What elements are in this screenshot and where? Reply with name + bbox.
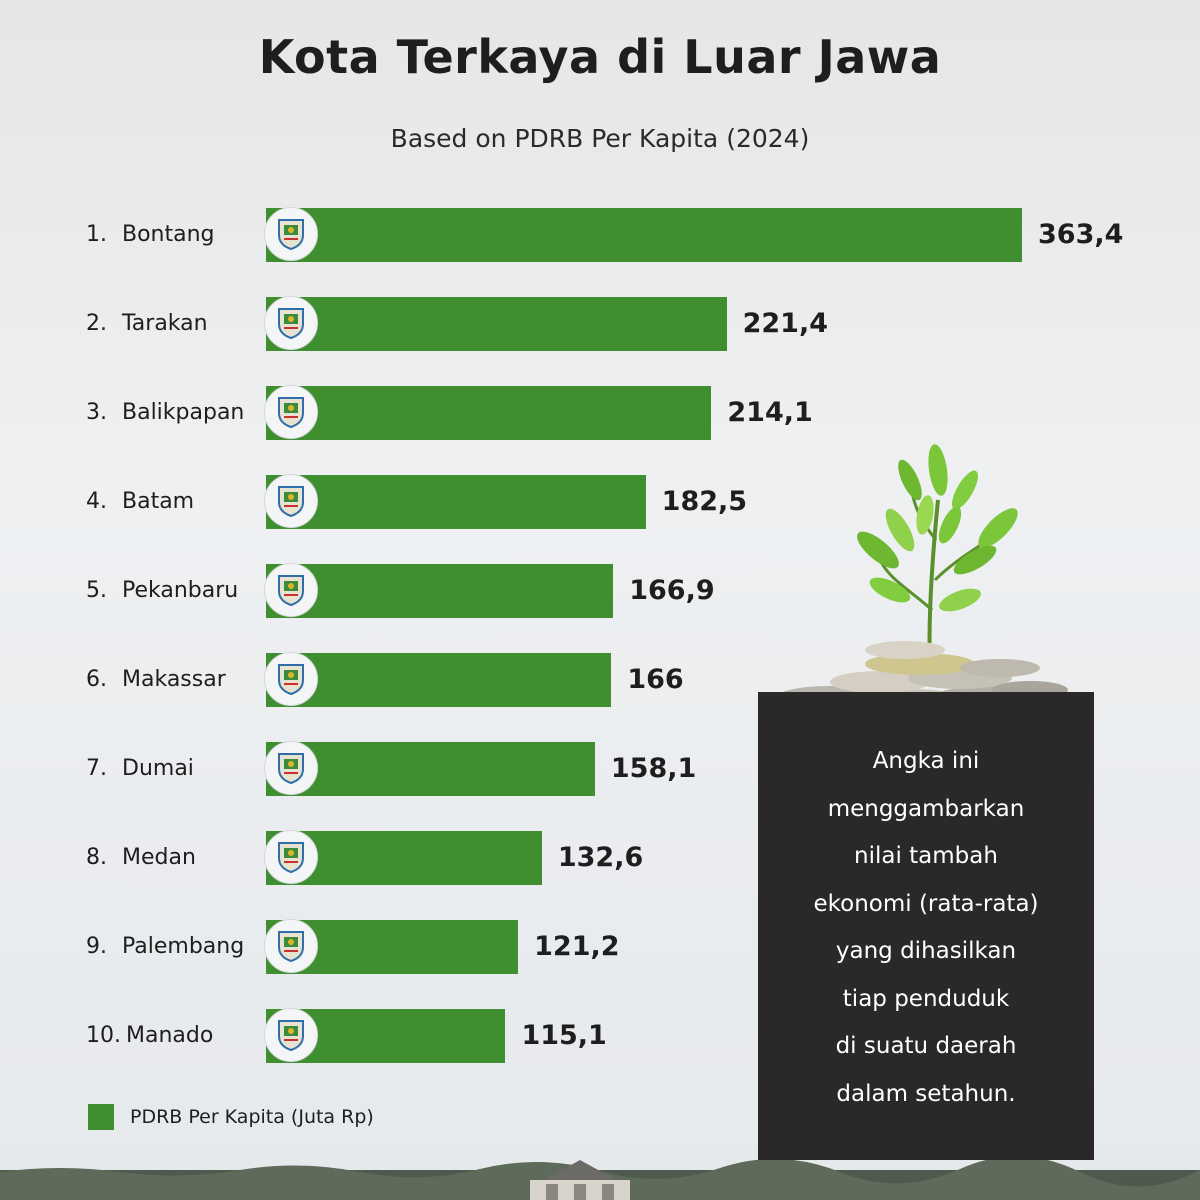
chart-row: 8. Medan 132,6: [0, 830, 1200, 885]
city-emblem-icon: [264, 652, 318, 706]
category-label: 7. Dumai: [86, 742, 194, 796]
info-box-line: Angka ini: [872, 748, 980, 774]
category-label: 10. Manado: [86, 1009, 213, 1063]
bar: [266, 297, 727, 351]
legend-swatch: [88, 1104, 114, 1130]
city-emblem-icon: [264, 207, 318, 261]
bar-value-label: 132,6: [557, 842, 644, 873]
category-label: 5. Pekanbaru: [86, 564, 238, 618]
category-label: 9. Palembang: [86, 920, 244, 974]
city-emblem-icon: [264, 830, 318, 884]
category-label: 1. Bontang: [86, 208, 215, 262]
legend-label: PDRB Per Kapita (Juta Rp): [130, 1106, 374, 1128]
city-name: Balikpapan: [122, 400, 245, 425]
info-box-line: menggambarkan: [827, 795, 1025, 822]
bar-value-label: 115,1: [521, 1020, 607, 1051]
rank-label: 10.: [86, 1023, 121, 1048]
city-emblem-icon: [264, 563, 318, 617]
bar: [266, 475, 646, 529]
bar-value-label: 121,2: [534, 931, 620, 962]
city-name: Palembang: [122, 934, 245, 959]
bar-value-label: 214,1: [727, 397, 813, 428]
city-name: Manado: [126, 1023, 214, 1048]
bar: [266, 564, 614, 618]
bar-value-label: 363,4: [1038, 219, 1124, 250]
category-label: 6. Makassar: [86, 653, 226, 707]
city-skyline-illustration: [0, 1160, 1200, 1200]
bar-value-label: 166: [627, 664, 684, 695]
chart-row: 6. Makassar 166: [0, 652, 1200, 707]
chart-row: 1. Bontang 363,4: [0, 207, 1200, 262]
bar: [266, 208, 1022, 262]
bar-value-label: 221,4: [742, 308, 828, 339]
rank-label: 7.: [86, 756, 107, 781]
city-name: Medan: [122, 845, 196, 870]
category-label: 4. Batam: [86, 475, 194, 529]
city-emblem-icon: [264, 741, 318, 795]
city-emblem-icon: [264, 474, 318, 528]
bar: [266, 653, 612, 707]
chart-row: 9. Palembang 121,2: [0, 919, 1200, 974]
rank-label: 4.: [86, 489, 107, 514]
rank-label: 5.: [86, 578, 107, 603]
rank-label: 3.: [86, 400, 107, 425]
rank-label: 6.: [86, 667, 107, 692]
info-box-line: ekonomi (rata-rata): [813, 890, 1039, 917]
city-name: Bontang: [122, 222, 215, 247]
rank-label: 1.: [86, 222, 107, 247]
category-label: 8. Medan: [86, 831, 196, 885]
category-label: 3. Balikpapan: [86, 386, 244, 440]
rank-label: 9.: [86, 934, 107, 959]
rank-label: 8.: [86, 845, 107, 870]
city-emblem-icon: [264, 296, 318, 350]
page-title: Kota Terkaya di Luar Jawa: [258, 30, 942, 84]
chart-row: 7. Dumai 158,1: [0, 741, 1200, 796]
info-box-line: dalam setahun.: [836, 1080, 1016, 1107]
chart-row: 2. Tarakan 221,4: [0, 296, 1200, 351]
page-subtitle: Based on PDRB Per Kapita (2024): [390, 124, 810, 153]
info-box-line: yang dihasilkan: [835, 938, 1017, 964]
rank-label: 2.: [86, 311, 107, 336]
city-name: Pekanbaru: [122, 578, 239, 603]
city-name: Batam: [122, 489, 195, 514]
info-box: Angka ini menggambarkan nilai tambah ekonom…: [758, 692, 1094, 1160]
chart-row: 4. Batam 182,5: [0, 474, 1200, 529]
city-emblem-icon: [264, 919, 318, 973]
city-emblem-icon: [264, 385, 318, 439]
city-name: Tarakan: [122, 311, 208, 336]
chart-row: 10. Manado 115,1: [0, 1008, 1200, 1063]
city-emblem-icon: [264, 1008, 318, 1062]
category-label: 2. Tarakan: [86, 297, 208, 351]
bar-value-label: 182,5: [661, 486, 748, 517]
plant-coins-illustration: [775, 444, 1068, 715]
chart-row: 5. Pekanbaru 166,9: [0, 563, 1200, 618]
chart-row: 3. Balikpapan 214,1: [0, 385, 1200, 440]
info-box-line: tiap penduduk: [842, 985, 1010, 1012]
bar: [266, 742, 595, 796]
info-box-line: nilai tambah: [854, 843, 998, 869]
bar-value-label: 166,9: [629, 575, 715, 606]
info-box-line: di suatu daerah: [835, 1033, 1017, 1059]
city-name: Dumai: [122, 756, 194, 781]
city-name: Makassar: [122, 667, 226, 692]
info-box-text: Angka ini menggambarkan nilai tambah ekonom…: [758, 738, 1094, 1118]
bar-value-label: 158,1: [610, 753, 697, 784]
bar: [266, 386, 712, 440]
